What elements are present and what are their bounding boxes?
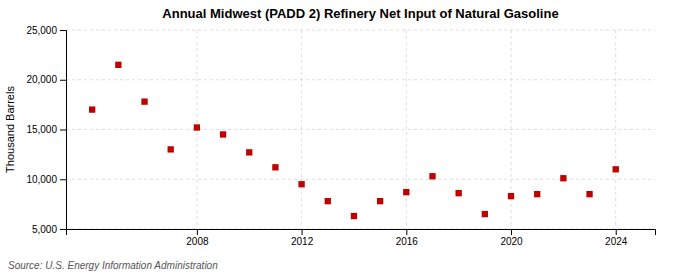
x-axis-tick-label: 2008	[186, 236, 209, 247]
y-axis-tick-mark	[60, 179, 66, 180]
y-axis-tick-label: 15,000	[26, 124, 57, 135]
x-axis-tick-mark	[406, 229, 407, 235]
points	[89, 62, 619, 220]
y-axis-tick-label: 25,000	[26, 25, 57, 36]
point	[351, 213, 357, 219]
x-axis-tick-label: 2016	[396, 236, 419, 247]
point	[403, 189, 409, 195]
point	[168, 146, 174, 152]
chart: 2008 2012 2016 2020 2024 5,000 10,000 15,000 20,…	[0, 0, 675, 275]
grid-line-y	[66, 30, 655, 31]
point	[298, 181, 304, 187]
x-axis-line	[67, 230, 656, 236]
x-axis-tick-mark	[302, 229, 303, 235]
point	[560, 175, 566, 181]
x-axis-tick: 2008	[186, 229, 209, 247]
grid-line-y	[66, 79, 655, 80]
y-axis-tick: 10,000	[26, 174, 66, 185]
grid	[66, 30, 655, 229]
y-axis-tick: 20,000	[26, 74, 66, 85]
point	[456, 190, 462, 196]
point	[89, 106, 95, 112]
point	[325, 198, 331, 204]
annotation: Source: U.S. Energy Information Administ…	[8, 260, 218, 271]
y-axis-tick-label: 20,000	[26, 74, 57, 85]
x-axis-tick-label: 2020	[500, 236, 523, 247]
y-axis-line	[60, 31, 67, 230]
y-axis-tick: 15,000	[26, 124, 66, 135]
point	[141, 98, 147, 104]
y-axis-title: Thousand Barrels	[4, 86, 16, 173]
point	[272, 164, 278, 170]
grid-line-y	[66, 179, 655, 180]
x-axis-tick: 2020	[500, 229, 523, 247]
point	[508, 193, 514, 199]
y-axis-tick-mark	[60, 130, 66, 131]
grid-line-x	[615, 30, 616, 229]
y-axis: 5,000 10,000 15,000 20,000 25,000	[26, 25, 66, 235]
grid-line-x	[406, 30, 407, 229]
point	[482, 211, 488, 217]
y-axis-tick-label: 10,000	[26, 174, 57, 185]
y-axis-tick-mark	[60, 229, 66, 230]
y-axis-tick-mark	[60, 30, 66, 31]
x-axis-tick-mark	[616, 229, 617, 235]
x-axis-tick: 2016	[396, 229, 419, 247]
x-axis-tick: 2012	[291, 229, 314, 247]
y-axis-tick-label: 5,000	[32, 224, 57, 235]
x-axis-tick-mark	[511, 229, 512, 235]
y-axis-tick-mark	[60, 80, 66, 81]
point	[220, 131, 226, 137]
x-axis-tick-label: 2012	[291, 236, 314, 247]
y-axis-tick: 5,000	[32, 224, 66, 235]
point	[194, 124, 200, 130]
title: Annual Midwest (PADD 2) Refinery Net Inp…	[162, 6, 558, 21]
grid-line-y	[66, 129, 655, 130]
x-axis-tick-mark	[197, 229, 198, 235]
point	[377, 198, 383, 204]
x-axis-tick-label: 2024	[605, 236, 628, 247]
point	[613, 166, 619, 172]
point	[115, 62, 121, 68]
plot: 2008 2012 2016 2020 2024 5,000 10,000 15,000 20,…	[26, 25, 655, 247]
y-axis-tick: 25,000	[26, 25, 66, 36]
point	[586, 191, 592, 197]
point	[246, 149, 252, 155]
point	[534, 191, 540, 197]
x-axis-tick: 2024	[605, 229, 628, 247]
x-axis: 2008 2012 2016 2020 2024	[67, 229, 656, 247]
point	[429, 173, 435, 179]
